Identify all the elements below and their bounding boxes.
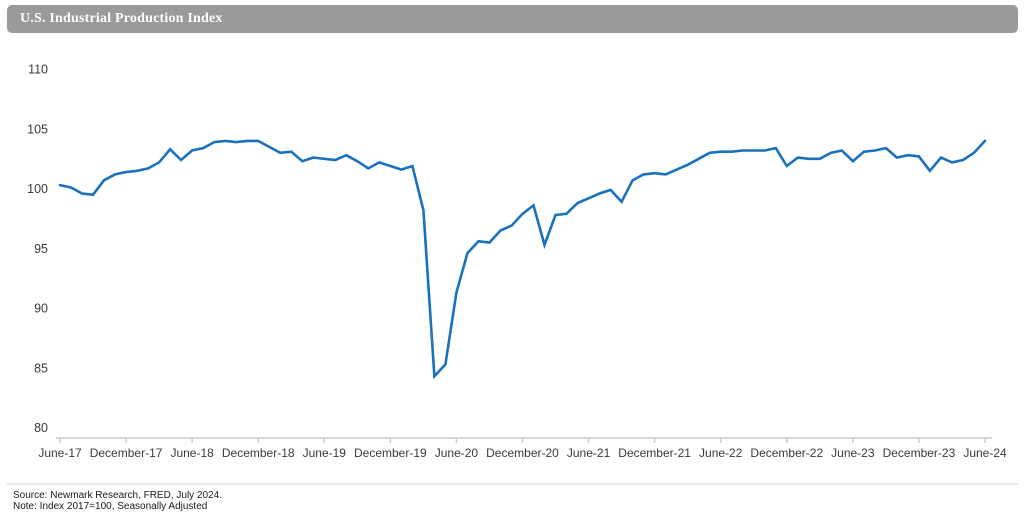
industrial-production-line-chart: 80 85 90 95 100 105 110 June-17 December-17 June-… bbox=[27, 63, 1007, 460]
index-note: Note: Index 2017=100, Seasonally Adjuste… bbox=[13, 501, 208, 512]
x-axis-label: December-19 bbox=[354, 446, 427, 460]
x-axis-label: December-18 bbox=[222, 446, 295, 460]
footer-divider bbox=[7, 483, 1018, 485]
x-axis-label: December-23 bbox=[883, 446, 956, 460]
x-axis-label: December-20 bbox=[486, 446, 559, 460]
x-axis-label: June-21 bbox=[567, 446, 611, 460]
y-axis-label: 90 bbox=[34, 302, 48, 316]
y-axis-label: 95 bbox=[34, 242, 48, 256]
x-axis-label: June-17 bbox=[38, 446, 82, 460]
production-index-line bbox=[58, 139, 987, 380]
x-axis-label: June-20 bbox=[435, 446, 479, 460]
x-axis-label: December-22 bbox=[750, 446, 823, 460]
x-axis-label: June-23 bbox=[831, 446, 875, 460]
y-axis-label: 100 bbox=[27, 182, 48, 196]
y-axis-label: 110 bbox=[28, 63, 48, 77]
x-axis-label: June-22 bbox=[699, 446, 743, 460]
chart-title: U.S. Industrial Production Index bbox=[20, 11, 223, 26]
y-axis-label: 105 bbox=[27, 122, 48, 136]
x-axis-label: June-19 bbox=[303, 446, 347, 460]
x-axis-label: December-21 bbox=[618, 446, 691, 460]
x-axis-label: December-17 bbox=[90, 446, 163, 460]
y-axis-label: 80 bbox=[34, 421, 48, 435]
x-axis-label: June-24 bbox=[963, 446, 1007, 460]
y-axis-label: 85 bbox=[34, 361, 48, 375]
chart-header-bar: U.S. Industrial Production Index bbox=[7, 5, 1018, 33]
x-axis-label: June-18 bbox=[170, 446, 214, 460]
source-note: Source: Newmark Research, FRED, July 202… bbox=[13, 490, 222, 501]
